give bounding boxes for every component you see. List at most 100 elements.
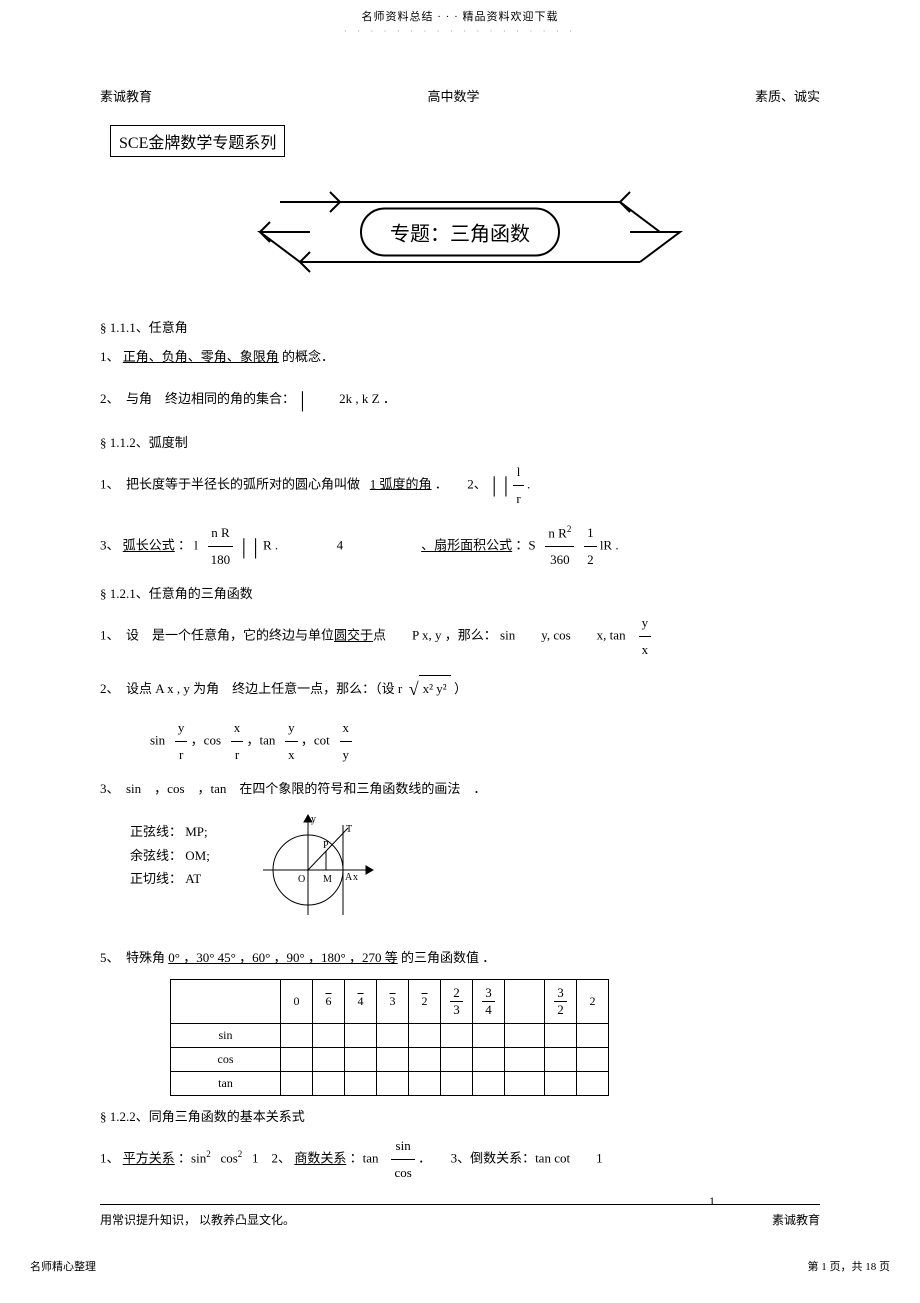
numerator: 1 (584, 520, 597, 547)
label-at: 正切线： AT (130, 867, 210, 890)
table-row: tan (171, 1072, 609, 1096)
text-underline: 0° ，30° 45° ，60° ，90° ，180° ，270 等 (168, 950, 397, 965)
header-right: 素质、诚实 (755, 86, 820, 105)
text: 5、 特殊角 (100, 950, 165, 965)
text-underline: 、扇形面积公式 (421, 538, 512, 553)
svg-text:O: O (298, 874, 305, 885)
text: ：tan (350, 1151, 379, 1166)
denominator: 180 (208, 547, 234, 573)
text: ：sin (178, 1151, 206, 1166)
series-box: SCE金牌数学专题系列 (110, 125, 285, 157)
unit-circle-diagram: y T P O M A x (253, 810, 383, 925)
text: cos (220, 1151, 237, 1166)
table-row: cos (171, 1048, 609, 1072)
text: ． 2、 (435, 476, 487, 491)
svg-text:T: T (346, 824, 352, 835)
numerator: y (175, 715, 188, 742)
text-underline: 弧长公式 (123, 538, 175, 553)
numerator: x (340, 715, 353, 742)
table-header-row: 0 6 4 3 2 23 34 32 2 (171, 980, 609, 1024)
text: sin (150, 733, 165, 748)
s121-item3: 3、 sin ，cos ，tan 在四个象限的符号和三角函数线的画法 ． (100, 776, 820, 802)
trig-line-labels: 正弦线： MP; 余弦线： OM; 正切线： AT (130, 820, 210, 890)
s112-item1: 1、 把长度等于半径长的弧所对的圆心角叫做 1 弧度的角 ． 2、 | | l … (100, 459, 820, 512)
text: 的概念． (282, 349, 334, 364)
denominator: cos (391, 1160, 414, 1186)
text-underline: 商数关系 (294, 1151, 346, 1166)
text: ，cos (191, 733, 221, 748)
fraction: xy (340, 715, 353, 768)
text: ： l (178, 538, 198, 553)
footer-left: 用常识提升知识， 以教养凸显文化。 (100, 1211, 295, 1228)
fraction: 1 2 (584, 520, 597, 573)
page-body: 素诚教育 高中数学 素质、诚实 SCE金牌数学专题系列 专题：三角函数 § 1.… (0, 66, 920, 1248)
svg-text:x: x (353, 872, 358, 883)
denominator: x (285, 742, 298, 768)
fraction: y x (639, 610, 652, 663)
fraction: xr (231, 715, 244, 768)
text: 的三角函数值 ． (401, 950, 495, 965)
denominator: 2 (584, 547, 597, 573)
divider-icon: | (492, 472, 496, 497)
denominator: 360 (545, 547, 574, 573)
header-left: 素诚教育 (100, 86, 152, 105)
svg-text:M: M (323, 874, 332, 885)
trig-diagram-row: 正弦线： MP; 余弦线： OM; 正切线： AT y T (100, 810, 820, 925)
text: ） (454, 681, 467, 696)
numerator: n R (208, 520, 234, 547)
page-header: 素诚教育 高中数学 素质、诚实 (100, 86, 820, 105)
text: 2、 与角 终边相同的角的集合： (100, 391, 295, 406)
s112-item3: 3、 弧长公式 ： l n R 180 | | R . 4 、扇形面积公式 ：S… (100, 520, 820, 573)
special-angles-table: 0 6 4 3 2 23 34 32 2 sin cos tan (170, 979, 609, 1096)
numerator: sin (391, 1133, 414, 1160)
text: 1、 把长度等于半径长的弧所对的圆心角叫做 (100, 476, 360, 491)
section-121-title: § 1.2.1、任意角的三角函数 (100, 583, 820, 602)
text: lR . (600, 538, 619, 553)
label-om: 余弦线： OM; (130, 844, 210, 867)
text: 1、 (100, 1151, 120, 1166)
denominator: r (513, 486, 523, 512)
fraction: yr (175, 715, 188, 768)
text: 1 2、 (252, 1151, 291, 1166)
s121-item2b: sin yr ，cos xr ，tan yx ，cot xy (150, 715, 820, 768)
top-header: 名师资料总结 · · · 精品资料欢迎下载 (0, 0, 920, 26)
denominator: x (639, 637, 652, 663)
label-mp: 正弦线： MP; (130, 820, 210, 843)
denominator: y (340, 742, 353, 768)
header-center: 高中数学 (427, 86, 479, 105)
numerator: x (231, 715, 244, 742)
fraction: yx (285, 715, 298, 768)
table-row: sin (171, 1024, 609, 1048)
text: ：S (515, 538, 535, 553)
row-label: sin (171, 1024, 281, 1048)
text: 4 (337, 538, 344, 553)
text-underline: 正角、负角、零角、象限角 (123, 349, 279, 364)
text: 点 P x, y ，那么： sin y, cos x, tan (373, 628, 626, 643)
top-dots: · · · · · · · · · · · · · · · · · · (0, 26, 920, 66)
text: ． 3、倒数关系：tan cot 1 (418, 1151, 603, 1166)
text: ，cot (301, 733, 330, 748)
numerator: n R2 (545, 520, 574, 547)
section-112-title: § 1.1.2、弧度制 (100, 432, 820, 451)
fraction: sin cos (391, 1133, 414, 1186)
section-111-title: § 1.1.1、任意角 (100, 317, 820, 336)
text: 3、 (100, 538, 120, 553)
row-label: tan (171, 1072, 281, 1096)
svg-text:y: y (311, 814, 316, 825)
denominator: r (175, 742, 188, 768)
s121-item1: 1、 设 是一个任意角，它的终边与单位圆交于点 P x, y ，那么： sin … (100, 610, 820, 663)
s122-item1: 1、 平方关系 ：sin2 cos2 1 2、 商数关系 ：tan sin co… (100, 1133, 820, 1186)
text-underline: 平方关系 (123, 1151, 175, 1166)
s111-item2: 2、 与角 终边相同的角的集合： | 2k , k Z ． (100, 378, 820, 422)
divider-icon: | (242, 534, 246, 559)
text: R . (263, 538, 278, 553)
s121-item2: 2、 设点 A x , y 为角 终边上任意一点，那么：（设 r √x² y² … (100, 671, 820, 707)
sqrt-icon: √ (409, 679, 419, 699)
text: 1、 (100, 349, 120, 364)
bottom-left: 名师精心整理 (30, 1258, 96, 1274)
numerator: y (639, 610, 652, 637)
unit-circle-icon: y T P O M A x (253, 810, 383, 920)
text-underline: 1 弧度的角 (370, 476, 432, 491)
fraction: n R2 360 (545, 520, 574, 573)
divider-icon: | (504, 472, 508, 497)
